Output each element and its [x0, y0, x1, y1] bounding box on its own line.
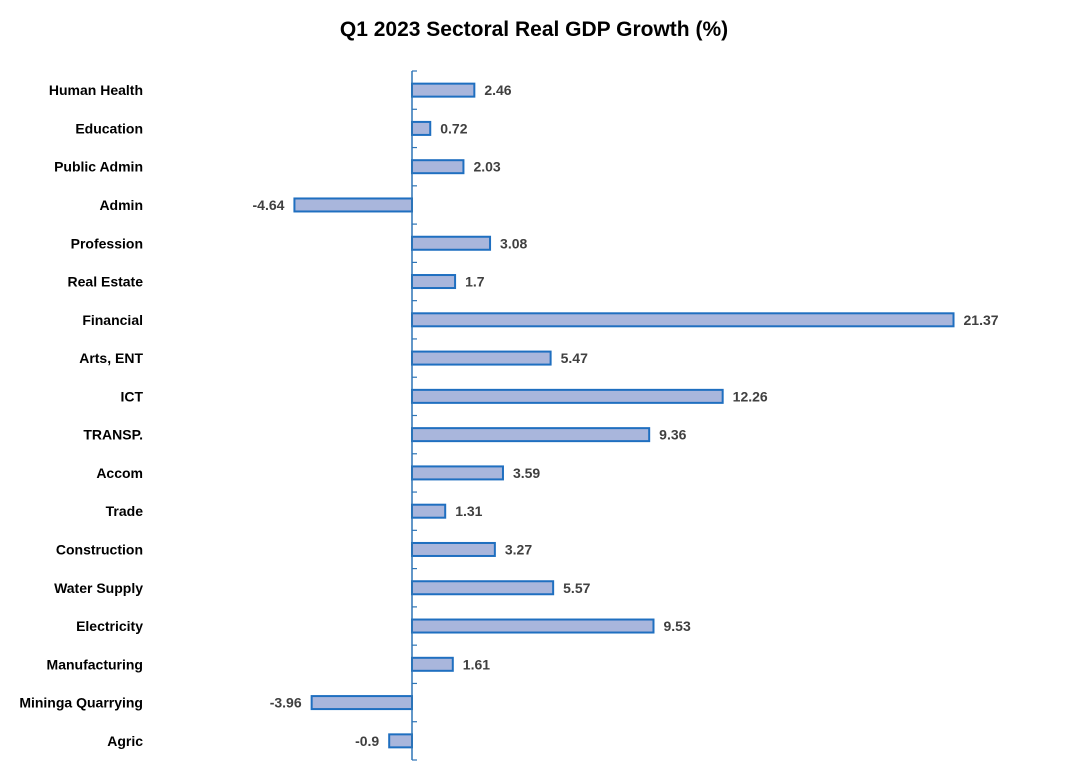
bar	[411, 82, 476, 98]
bar	[411, 503, 447, 519]
category-label: Education	[75, 120, 143, 136]
data-label: 5.57	[563, 580, 590, 596]
category-label: ICT	[120, 388, 143, 404]
data-label: 0.72	[440, 120, 467, 136]
category-label: Electricity	[76, 618, 143, 634]
data-label: 1.31	[455, 503, 482, 519]
data-label: 9.53	[663, 618, 690, 634]
data-label: 3.59	[513, 465, 540, 481]
bar	[411, 350, 552, 366]
data-label: 9.36	[659, 427, 686, 443]
data-label: -0.9	[355, 733, 379, 749]
bar	[411, 427, 651, 443]
bar	[411, 235, 492, 251]
bar	[411, 465, 504, 481]
data-label: 2.03	[473, 159, 500, 175]
data-label: 1.7	[465, 274, 485, 290]
category-label: Arts, ENT	[79, 350, 143, 366]
data-label: 12.26	[733, 388, 768, 404]
bar	[310, 695, 413, 711]
bar	[411, 656, 454, 672]
category-label: Profession	[71, 235, 143, 251]
bar	[388, 733, 413, 749]
bar	[411, 274, 457, 290]
category-label: Financial	[82, 312, 143, 328]
bar	[411, 312, 955, 328]
category-label: Human Health	[49, 82, 143, 98]
category-label: Real Estate	[68, 274, 144, 290]
category-label: Accom	[96, 465, 143, 481]
category-label: Water Supply	[54, 580, 143, 596]
bar	[293, 197, 413, 213]
category-label: Manufacturing	[47, 656, 143, 672]
bar	[411, 541, 496, 557]
category-label: Public Admin	[54, 159, 143, 175]
category-label: Construction	[56, 541, 143, 557]
bar	[411, 580, 555, 596]
category-label: Agric	[107, 733, 143, 749]
bar	[411, 120, 432, 136]
data-label: -4.64	[253, 197, 285, 213]
bar	[411, 618, 655, 634]
bar	[411, 159, 465, 175]
data-label: 21.37	[964, 312, 999, 328]
data-label: 3.08	[500, 235, 527, 251]
category-label: Mininga Quarrying	[19, 695, 143, 711]
category-label: Admin	[99, 197, 143, 213]
bar	[411, 388, 724, 404]
data-label: 3.27	[505, 541, 532, 557]
category-label: TRANSP.	[83, 427, 143, 443]
data-label: 5.47	[561, 350, 588, 366]
category-label: Trade	[106, 503, 144, 519]
data-label: -3.96	[270, 695, 302, 711]
data-label: 1.61	[463, 656, 490, 672]
data-label: 2.46	[484, 82, 511, 98]
chart-title: Q1 2023 Sectoral Real GDP Growth (%)	[339, 18, 729, 41]
